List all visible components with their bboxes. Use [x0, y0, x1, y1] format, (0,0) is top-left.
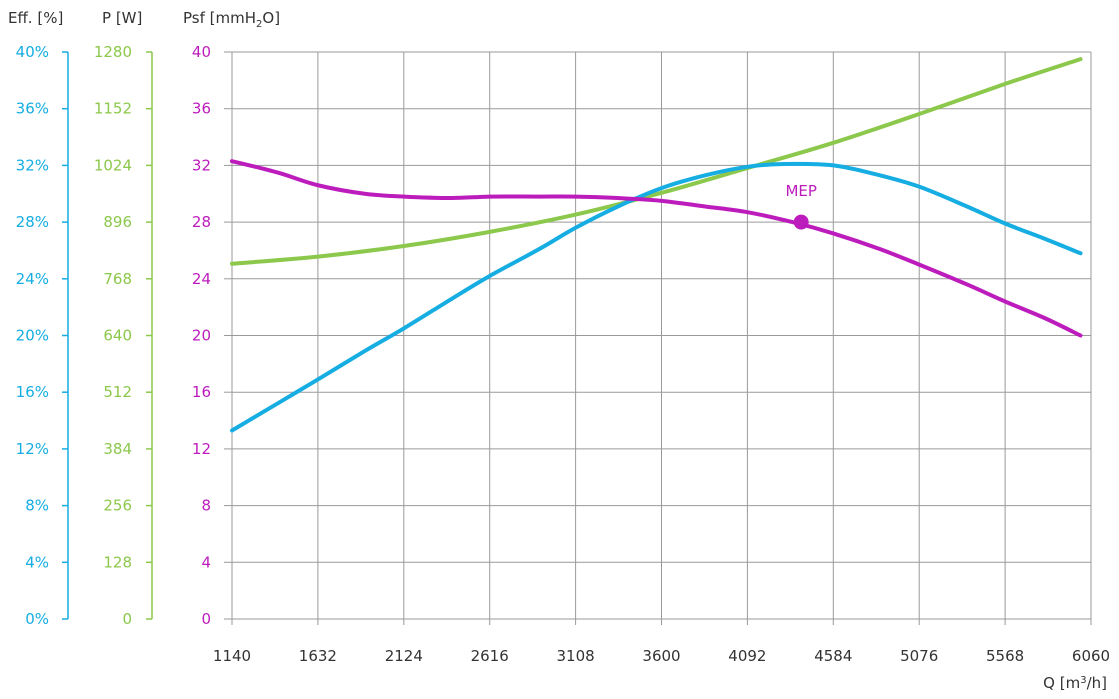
- power-tick-label: 0: [122, 610, 132, 628]
- efficiency-tick-label: 40%: [16, 43, 49, 61]
- pressure-tick-label: 12: [192, 440, 211, 458]
- x-tick-label: 2124: [385, 647, 423, 665]
- x-tick-label: 1140: [213, 647, 251, 665]
- power-tick-label: 640: [103, 327, 132, 345]
- x-tick-label: 3108: [557, 647, 595, 665]
- pressure-axis-title-subscript: 2: [256, 19, 262, 30]
- efficiency-tick-label: 16%: [16, 383, 49, 401]
- flow-axis-title-main: Q [m: [1043, 674, 1080, 692]
- x-tick-label: 1632: [299, 647, 337, 665]
- series-lines: [230, 57, 1083, 433]
- efficiency-tick-label: 20%: [16, 327, 49, 345]
- x-tick-label: 5076: [900, 647, 938, 665]
- efficiency-tick-label: 36%: [16, 100, 49, 118]
- power-tick-label: 1280: [94, 43, 132, 61]
- pressure-tick-label: 36: [192, 100, 211, 118]
- pressure-tick-label: 32: [192, 156, 211, 174]
- pressure-axis-title-end: O]: [262, 9, 280, 27]
- x-tick-label: 5568: [986, 647, 1024, 665]
- pressure-tick-label: 8: [201, 497, 211, 515]
- flow-axis-title-superscript: 3: [1080, 675, 1086, 686]
- power-axis-title: P [W]: [102, 9, 142, 27]
- x-tick-label: 3600: [642, 647, 680, 665]
- flow-axis-title-end: /h]: [1087, 674, 1107, 692]
- annotations: MEP: [785, 182, 817, 230]
- power-tick-label: 128: [103, 553, 132, 571]
- flow-axis-title: Q [m3/h]: [1043, 674, 1107, 692]
- efficiency-tick-label: 28%: [16, 213, 49, 231]
- x-tick-label: 4584: [814, 647, 852, 665]
- tick-labels: 1140 1632 2124 2616 3108 3600 4092 4584 5076 5568…: [16, 43, 1110, 665]
- efficiency-tick-label: 0%: [25, 610, 49, 628]
- mep-point: [793, 214, 809, 230]
- pressure-tick-label: 24: [192, 270, 211, 288]
- power-curve: [230, 57, 1083, 266]
- power-tick-label: 1024: [94, 156, 132, 174]
- power-tick-label: 256: [103, 497, 132, 515]
- axes: [62, 51, 1092, 625]
- x-tick-label: 2616: [471, 647, 509, 665]
- pressure-tick-label: 0: [201, 610, 211, 628]
- power-tick-label: 896: [103, 213, 132, 231]
- power-tick-label: 512: [103, 383, 132, 401]
- pressure-tick-label: 20: [192, 327, 211, 345]
- pressure-tick-label: 28: [192, 213, 211, 231]
- x-tick-label: 6060: [1072, 647, 1110, 665]
- efficiency-curve: [230, 161, 1083, 433]
- pressure-curve: [230, 159, 1083, 338]
- power-tick-label: 768: [103, 270, 132, 288]
- power-tick-label: 384: [103, 440, 132, 458]
- pressure-axis-title: Psf [mmH2O]: [183, 9, 280, 30]
- pressure-tick-label: 4: [201, 553, 211, 571]
- efficiency-tick-label: 12%: [16, 440, 49, 458]
- efficiency-tick-label: 4%: [25, 553, 49, 571]
- efficiency-tick-label: 32%: [16, 156, 49, 174]
- mep-label: MEP: [785, 182, 816, 200]
- efficiency-tick-label: 24%: [16, 270, 49, 288]
- pressure-axis-title-main: Psf [mmH: [183, 9, 256, 27]
- pressure-tick-label: 16: [192, 383, 211, 401]
- pressure-tick-label: 40: [192, 43, 211, 61]
- grid: [231, 51, 1092, 620]
- x-tick-label: 4092: [728, 647, 766, 665]
- power-tick-label: 1152: [94, 100, 132, 118]
- efficiency-axis-title: Eff. [%]: [8, 9, 63, 27]
- efficiency-tick-label: 8%: [25, 497, 49, 515]
